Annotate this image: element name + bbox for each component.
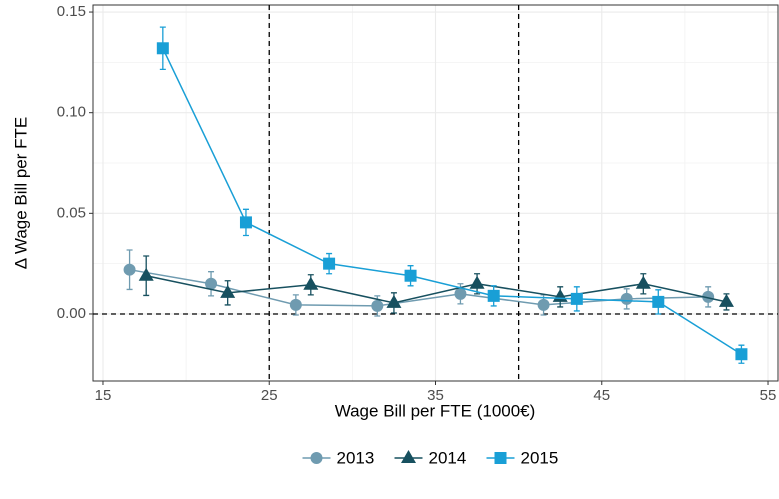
legend-marker (401, 450, 416, 463)
x-tick-label: 15 (95, 387, 112, 404)
point (718, 293, 734, 307)
point (735, 348, 748, 361)
point (386, 294, 402, 308)
point (404, 269, 417, 282)
y-tick-label: 0.10 (57, 104, 86, 121)
point (289, 298, 302, 311)
y-tick-label: 0.15 (57, 3, 86, 20)
y-tick-label: 0.05 (57, 204, 86, 221)
legend-marker (494, 452, 507, 464)
point (635, 275, 651, 289)
point (487, 289, 500, 302)
legend: 2013 2014 2015 (302, 448, 559, 467)
y-axis-title: Δ Wage Bill per FTE (11, 117, 30, 269)
x-tick-label: 55 (760, 387, 777, 404)
x-tick-label: 35 (427, 387, 444, 404)
point (371, 299, 384, 312)
y-tick-label: 0.00 (57, 305, 86, 322)
x-tick-label: 25 (261, 387, 278, 404)
legend-marker (310, 452, 323, 464)
point (220, 284, 236, 298)
point (239, 216, 252, 229)
point (652, 295, 665, 308)
series-line (162, 47, 742, 355)
point (205, 277, 218, 290)
series (138, 255, 734, 314)
point (323, 257, 336, 270)
legend-label: 2013 (337, 448, 375, 467)
point (469, 275, 485, 289)
point (570, 292, 583, 305)
point (138, 267, 154, 281)
point (620, 292, 633, 305)
x-axis-title: Wage Bill per FTE (1000€) (335, 401, 536, 420)
panel-border (92, 4, 779, 382)
point (156, 42, 169, 55)
point (303, 276, 319, 290)
series (156, 26, 748, 364)
series-line (146, 274, 727, 304)
point (537, 298, 550, 311)
x-tick-label: 45 (593, 387, 610, 404)
series (123, 249, 715, 317)
point (123, 263, 136, 276)
legend-label: 2015 (521, 448, 559, 467)
point (702, 290, 715, 303)
legend-label: 2014 (429, 448, 467, 467)
point (454, 287, 467, 300)
